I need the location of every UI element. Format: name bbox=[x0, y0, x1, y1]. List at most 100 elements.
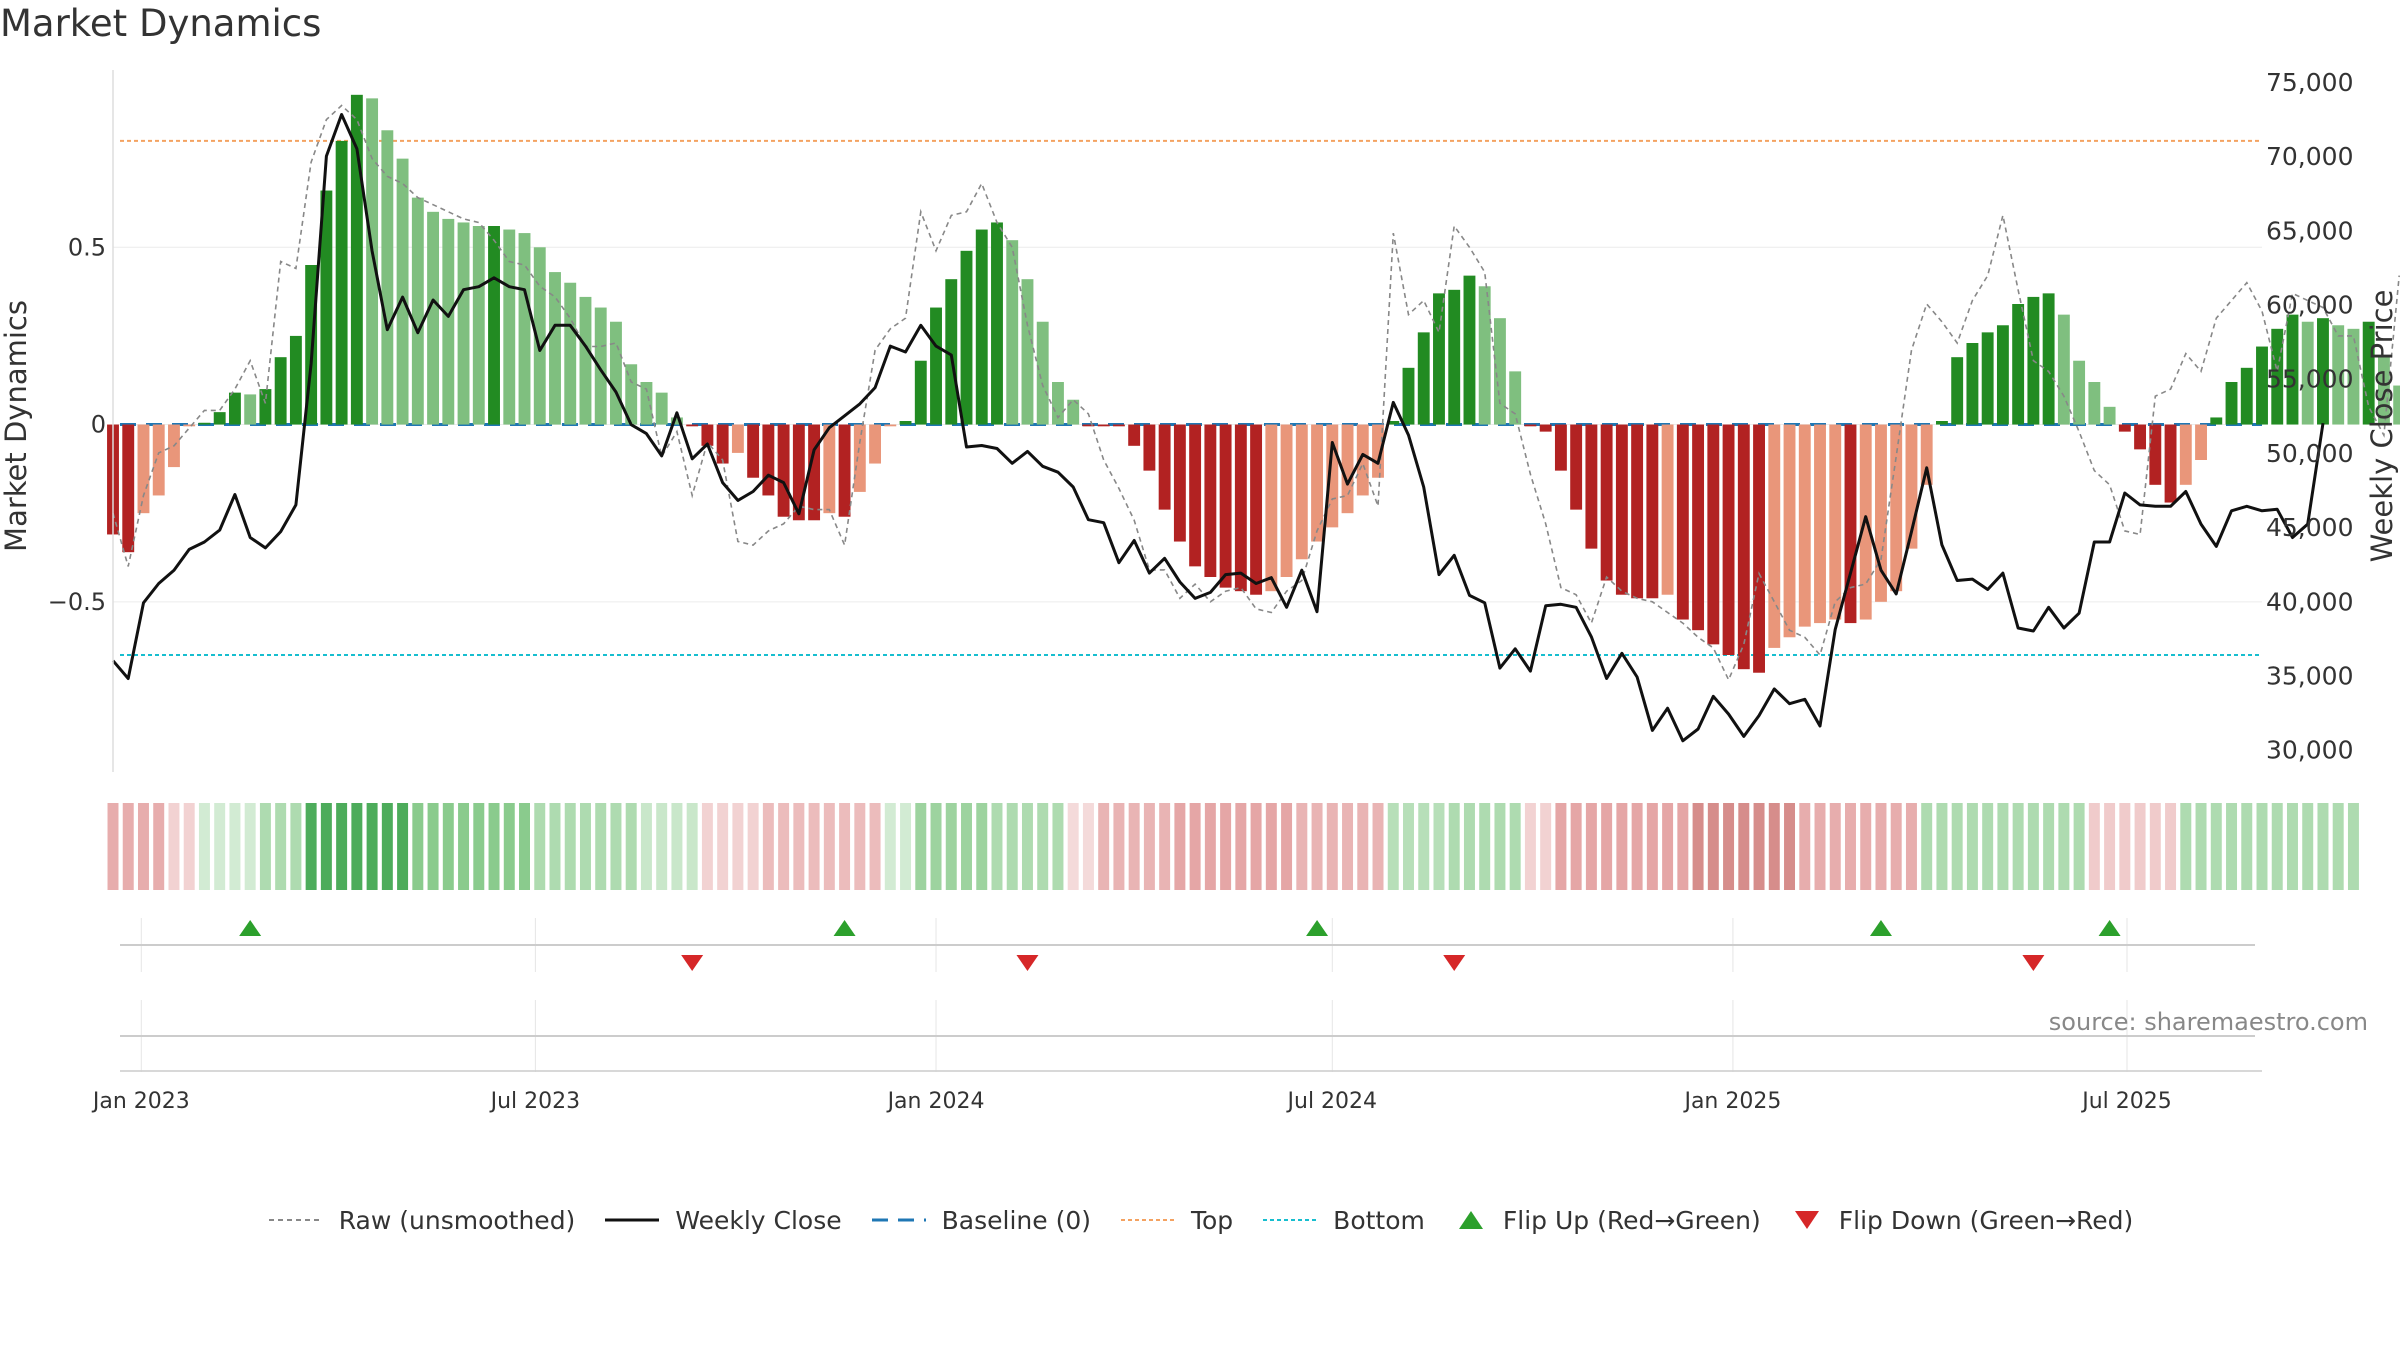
dynamics-bar bbox=[792, 424, 805, 521]
y-axis-right-label: Weekly Close Price bbox=[2365, 290, 2399, 563]
regime-strip-cell bbox=[1143, 803, 1155, 890]
regime-strip-cell bbox=[427, 803, 439, 890]
dynamics-bar bbox=[2332, 325, 2345, 425]
regime-strip-cell bbox=[2104, 803, 2116, 890]
dynamics-bar bbox=[594, 307, 607, 425]
legend: Raw (unsmoothed) Weekly Close Baseline (… bbox=[0, 1200, 2400, 1240]
regime-strip-cell bbox=[1281, 803, 1293, 890]
y-right-tick-label: 75,000 bbox=[2266, 68, 2353, 97]
regime-strip-cell bbox=[869, 803, 881, 890]
dynamics-bar bbox=[1981, 332, 1994, 425]
dynamics-bar bbox=[442, 218, 455, 425]
regime-strip-cell bbox=[2073, 803, 2085, 890]
dynamics-bar bbox=[472, 226, 485, 425]
regime-strip-cell bbox=[1372, 803, 1384, 890]
regime-strip-cell bbox=[1113, 803, 1125, 890]
dynamics-bar bbox=[869, 424, 882, 464]
x-tick-label: Jan 2023 bbox=[91, 1089, 190, 1114]
regime-strip-cell bbox=[1357, 803, 1369, 890]
dynamics-bar bbox=[457, 222, 470, 425]
regime-strip-cell bbox=[2347, 803, 2359, 890]
regime-strip-cell bbox=[168, 803, 180, 890]
regime-strip-cell bbox=[732, 803, 744, 890]
regime-strip-cell bbox=[1494, 803, 1506, 890]
dynamics-bar bbox=[1844, 424, 1857, 624]
regime-strip-cell bbox=[153, 803, 165, 890]
dynamics-bar bbox=[1798, 424, 1811, 627]
regime-strip-cell bbox=[2271, 803, 2283, 890]
dynamics-bar bbox=[1448, 289, 1461, 425]
dynamics-bar bbox=[152, 424, 165, 496]
legend-label-top: Top bbox=[1190, 1205, 1234, 1235]
regime-strip-cell bbox=[458, 803, 470, 890]
regime-strip-cell bbox=[1006, 803, 1018, 890]
dynamics-bar bbox=[579, 296, 592, 425]
regime-strip-cell bbox=[1159, 803, 1171, 890]
regime-strip-cell bbox=[2180, 803, 2192, 890]
dynamics-bar bbox=[411, 197, 424, 425]
regime-strip-cell bbox=[244, 803, 256, 890]
regime-strip-cell bbox=[1220, 803, 1232, 890]
dynamics-bar bbox=[884, 424, 897, 427]
legend-swatch-raw bbox=[268, 1219, 323, 1221]
flip-down-icon bbox=[681, 955, 704, 971]
dynamics-bar bbox=[274, 357, 287, 425]
y-right-tick-label: 60,000 bbox=[2266, 290, 2353, 319]
regime-strip-cell bbox=[1098, 803, 1110, 890]
dynamics-bar bbox=[1021, 279, 1034, 425]
regime-strip-cell bbox=[2165, 803, 2177, 890]
x-tick-label: Jul 2023 bbox=[489, 1089, 581, 1114]
dynamics-bar bbox=[2271, 328, 2284, 425]
regime-strip-cell bbox=[839, 803, 851, 890]
regime-strip-cell bbox=[1799, 803, 1811, 890]
dynamics-bar bbox=[1128, 424, 1141, 446]
regime-strip-cell bbox=[2119, 803, 2131, 890]
y-left-tick-label: 0 bbox=[91, 411, 106, 439]
regime-strip-cell bbox=[1433, 803, 1445, 890]
regime-strip-cell bbox=[686, 803, 698, 890]
dynamics-bar bbox=[945, 279, 958, 425]
regime-strip-cell bbox=[2226, 803, 2238, 890]
dynamics-bar bbox=[1722, 424, 1735, 655]
dynamics-bar bbox=[1493, 318, 1506, 425]
regime-strip-cell bbox=[823, 803, 835, 890]
dynamics-bar bbox=[183, 424, 196, 427]
regime-strip-cell bbox=[2256, 803, 2268, 890]
dynamics-bar bbox=[2103, 406, 2116, 425]
y-right-tick-label: 30,000 bbox=[2266, 736, 2353, 765]
regime-strip-cell bbox=[1052, 803, 1064, 890]
regime-strip-cell bbox=[2286, 803, 2298, 890]
regime-strip-cell bbox=[275, 803, 287, 890]
dynamics-bar bbox=[1173, 424, 1186, 542]
dynamics-bar bbox=[1280, 424, 1293, 577]
dynamics-bar bbox=[914, 360, 927, 425]
legend-label-baseline: Baseline (0) bbox=[941, 1205, 1091, 1235]
regime-strip-cell bbox=[1814, 803, 1826, 890]
regime-strip-cell bbox=[351, 803, 363, 890]
legend-swatch-baseline bbox=[871, 1218, 926, 1222]
regime-strip-cell bbox=[701, 803, 713, 890]
regime-strip-cell bbox=[336, 803, 348, 890]
dynamics-bar bbox=[289, 335, 302, 425]
regime-strip-cell bbox=[671, 803, 683, 890]
dynamics-bar bbox=[1585, 424, 1598, 549]
regime-strip-cell bbox=[198, 803, 210, 890]
dynamics-bar bbox=[2057, 314, 2070, 425]
regime-strip-cell bbox=[1677, 803, 1689, 890]
regime-strip-cell bbox=[1997, 803, 2009, 890]
dynamics-bar bbox=[1295, 424, 1308, 560]
axes: 0.5 0 −0.5 75,000 70,000 65,000 60,000 55,000 50… bbox=[48, 68, 2353, 772]
dynamics-bar bbox=[823, 424, 836, 514]
dynamics-bar bbox=[1996, 325, 2009, 425]
regime-strip-cell bbox=[1189, 803, 1201, 890]
regime-strip-cell bbox=[1616, 803, 1628, 890]
dynamics-bar bbox=[259, 389, 272, 425]
dynamics-bar bbox=[1783, 424, 1796, 638]
regime-strip-cell bbox=[2012, 803, 2024, 890]
y-right-tick-label: 35,000 bbox=[2266, 662, 2353, 691]
regime-strip-cell bbox=[1174, 803, 1186, 890]
dynamics-bar bbox=[2134, 424, 2147, 450]
regime-strip-cell bbox=[1311, 803, 1323, 890]
regime-strip-cell bbox=[884, 803, 896, 890]
